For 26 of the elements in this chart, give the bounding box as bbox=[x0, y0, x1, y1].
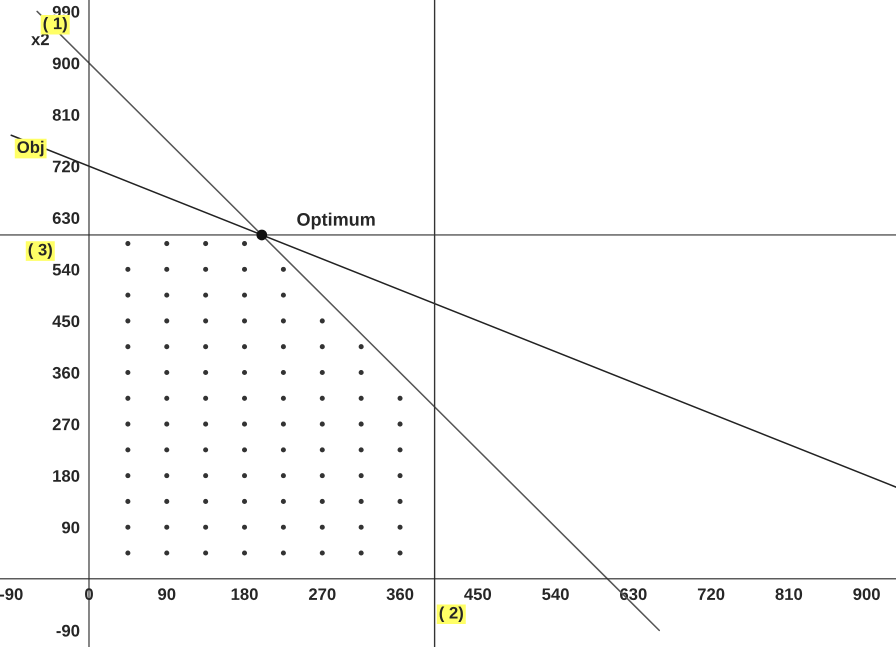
annotation: ( 3) bbox=[28, 243, 52, 259]
x-tick-label: 720 bbox=[698, 588, 724, 600]
y-tick-label: -90 bbox=[56, 624, 80, 637]
y-tick-label: 630 bbox=[52, 212, 80, 224]
x-tick-label: 450 bbox=[464, 588, 492, 600]
y-tick-label: 900 bbox=[52, 57, 80, 70]
y-tick-label: 90 bbox=[62, 522, 80, 534]
y-tick-label: 540 bbox=[52, 264, 80, 276]
annotation: ( 2) bbox=[440, 606, 463, 622]
x-tick-label: 90 bbox=[158, 588, 176, 600]
y-tick-label: 450 bbox=[52, 315, 80, 328]
x-tick-label: 900 bbox=[853, 588, 880, 600]
x-tick-label: 810 bbox=[775, 588, 802, 600]
y-tick-label: 270 bbox=[52, 418, 80, 430]
y-tick-label: 720 bbox=[52, 160, 80, 172]
annotation: Optimum bbox=[297, 212, 375, 230]
x-tick-label: 540 bbox=[542, 588, 569, 600]
y-tick-label: 360 bbox=[52, 366, 80, 379]
series-label: ( 1) bbox=[44, 17, 67, 33]
x-tick-label: 270 bbox=[308, 588, 336, 600]
y-tick-label: 180 bbox=[53, 470, 80, 482]
series-label: Obj bbox=[17, 140, 44, 156]
x-tick-label: -90 bbox=[0, 588, 23, 600]
y-tick-label: 810 bbox=[52, 109, 80, 121]
x-tick-label: 180 bbox=[232, 588, 258, 600]
x-tick-label: 360 bbox=[386, 588, 414, 600]
